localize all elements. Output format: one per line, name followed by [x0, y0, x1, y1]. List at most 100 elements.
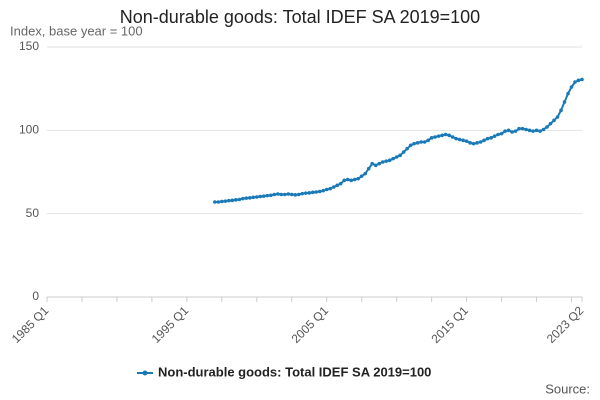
data-point [545, 125, 549, 129]
data-point [303, 191, 308, 195]
data-point [317, 189, 322, 194]
data-point [307, 191, 312, 195]
data-point [541, 127, 546, 132]
data-point [223, 199, 228, 203]
data-point [282, 192, 287, 197]
data-point [401, 150, 406, 154]
data-point [345, 177, 350, 182]
data-point [373, 163, 378, 168]
data-point [548, 121, 553, 126]
data-point [513, 129, 518, 133]
data-point [580, 77, 584, 82]
data-point [443, 132, 448, 137]
data-point [241, 196, 245, 201]
data-point [506, 128, 511, 133]
data-point [394, 155, 399, 159]
data-point [359, 174, 364, 178]
data-point [485, 136, 490, 141]
data-point [338, 181, 343, 186]
data-point [248, 196, 252, 200]
legend-marker [142, 370, 148, 376]
data-point [527, 128, 532, 133]
data-point [573, 80, 577, 84]
data-point [471, 141, 476, 146]
data-point [576, 78, 581, 83]
data-point [559, 108, 563, 113]
data-point [258, 194, 263, 199]
data-point [342, 178, 347, 183]
data-point [331, 185, 336, 189]
data-point [265, 193, 270, 198]
data-point [408, 143, 413, 148]
data-point [328, 186, 333, 191]
data-point [447, 133, 451, 138]
y-tick-label: 0 [32, 289, 39, 303]
data-point [321, 188, 326, 193]
data-point [436, 134, 441, 138]
data-point [468, 141, 472, 145]
data-point [534, 128, 539, 133]
data-point [440, 133, 444, 138]
data-point [377, 161, 381, 166]
data-point [426, 138, 430, 143]
x-tick-label: 1995 Q1 [149, 303, 192, 346]
data-point [562, 100, 567, 104]
data-point [296, 192, 301, 197]
x-tick-label: 2015 Q1 [429, 303, 472, 346]
data-point [289, 192, 294, 197]
data-point [275, 192, 280, 196]
y-tick-label: 50 [26, 206, 40, 220]
data-point [391, 156, 395, 161]
data-point [524, 127, 528, 132]
data-point [482, 138, 486, 143]
chart-title: Non-durable goods: Total IDEF SA 2019=10… [120, 7, 480, 27]
data-point [405, 146, 409, 151]
data-point [398, 153, 402, 158]
data-point [517, 126, 521, 131]
data-point [496, 132, 500, 137]
data-point [237, 197, 242, 202]
y-tick-label: 150 [19, 39, 39, 53]
data-point [384, 159, 388, 163]
data-point [531, 129, 535, 133]
data-point [213, 200, 217, 204]
data-point [234, 198, 238, 202]
data-point [457, 137, 462, 142]
data-point [380, 160, 385, 164]
x-tick-label: 2005 Q1 [289, 303, 332, 346]
data-point [335, 183, 340, 188]
data-point [492, 134, 497, 138]
data-point [220, 199, 224, 204]
data-point [454, 136, 458, 141]
chart-subtitle: Index, base year = 100 [10, 23, 143, 38]
source: Source: [545, 381, 590, 396]
data-point [244, 196, 249, 200]
data-point [569, 85, 574, 89]
data-point [538, 129, 542, 133]
data-point [566, 91, 570, 96]
x-tick-label: 2023 Q2 [544, 303, 587, 346]
data-point [520, 126, 525, 131]
data-point [349, 178, 354, 183]
data-point [272, 192, 277, 197]
legend-label: Non-durable goods: Total IDEF SA 2019=10… [158, 364, 431, 379]
data-point [552, 118, 556, 123]
data-point [279, 192, 284, 197]
data-point [363, 171, 368, 176]
data-point [314, 190, 319, 194]
data-point [419, 140, 423, 144]
data-point [415, 141, 420, 145]
data-point [429, 136, 434, 140]
data-point [324, 187, 329, 192]
data-point [461, 138, 465, 143]
y-tick-label: 100 [19, 123, 39, 137]
data-point [555, 115, 560, 119]
data-point [286, 192, 291, 196]
data-point [450, 135, 455, 139]
data-point [352, 177, 357, 182]
data-point [300, 191, 305, 196]
data-point [227, 198, 231, 203]
data-point [433, 135, 437, 139]
data-point [216, 200, 221, 204]
